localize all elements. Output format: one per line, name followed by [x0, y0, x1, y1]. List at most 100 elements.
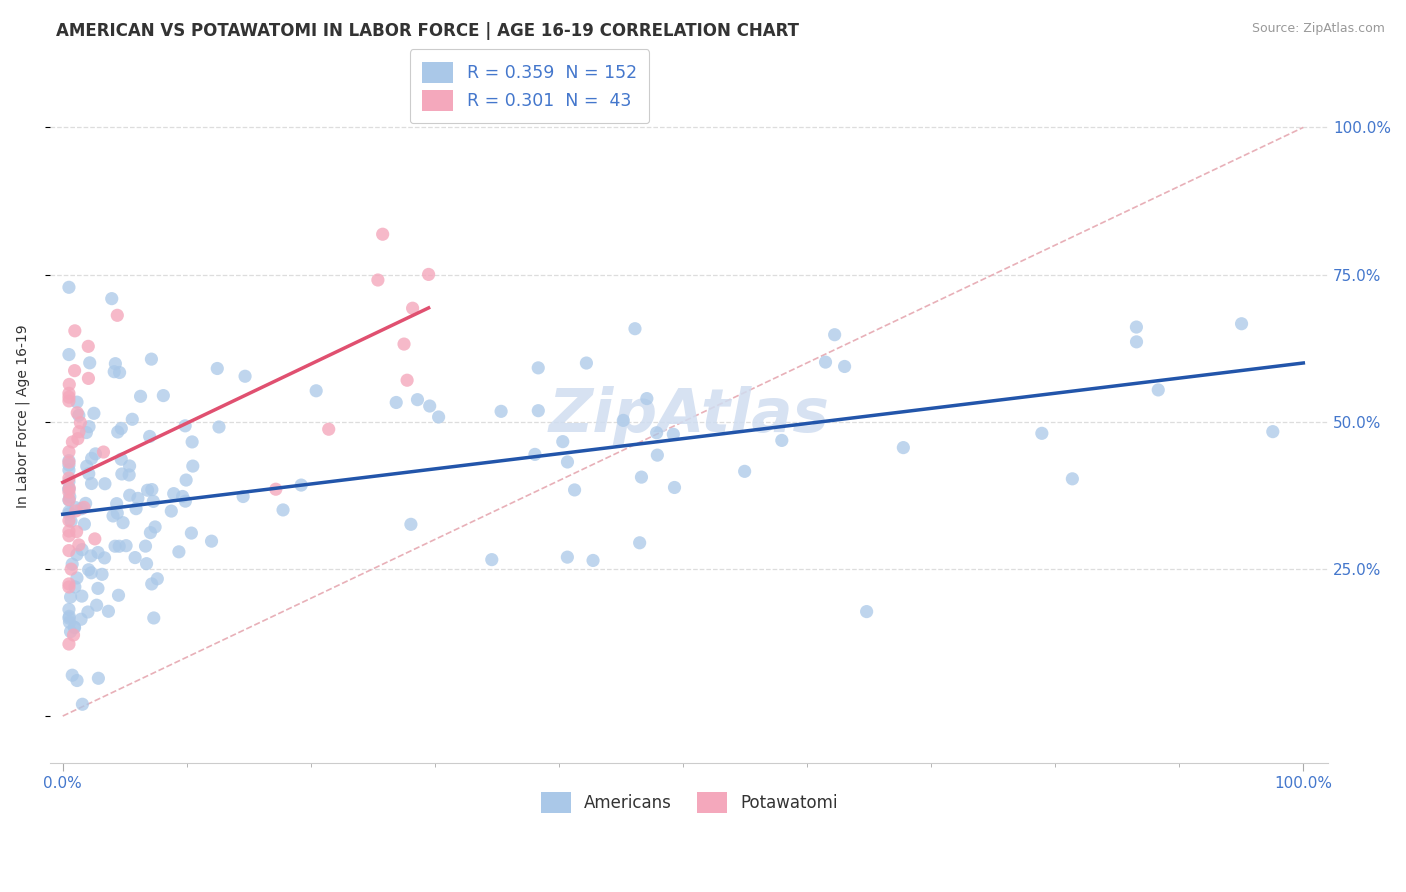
Point — [77, 563, 100, 577]
Point — [58, 280, 80, 294]
Point — [58, 482, 80, 496]
Point — [104, 357, 127, 371]
Point — [630, 470, 652, 484]
Point — [107, 588, 129, 602]
Point — [58, 577, 80, 591]
Point — [80, 476, 103, 491]
Point — [66, 432, 89, 446]
Point — [93, 550, 115, 565]
Point — [58, 611, 80, 625]
Point — [58, 505, 80, 519]
Point — [118, 467, 141, 482]
Point — [1062, 472, 1084, 486]
Point — [134, 539, 156, 553]
Point — [401, 301, 423, 316]
Point — [662, 427, 685, 442]
Point — [83, 532, 105, 546]
Point — [104, 539, 127, 553]
Point — [233, 369, 256, 384]
Point — [1125, 334, 1147, 349]
Point — [112, 516, 135, 530]
Text: AMERICAN VS POTAWATOMI IN LABOR FORCE | AGE 16-19 CORRELATION CHART: AMERICAN VS POTAWATOMI IN LABOR FORCE | … — [56, 22, 799, 40]
Point — [181, 434, 204, 449]
Point — [63, 364, 86, 378]
Point — [814, 355, 837, 369]
Point — [58, 524, 80, 538]
Point — [406, 392, 429, 407]
Point — [75, 496, 97, 510]
Point — [73, 500, 96, 515]
Point — [824, 327, 846, 342]
Point — [1261, 425, 1284, 439]
Point — [70, 589, 93, 603]
Point — [139, 525, 162, 540]
Point — [118, 488, 141, 502]
Point — [551, 434, 574, 449]
Point — [58, 485, 80, 500]
Point — [174, 418, 197, 433]
Point — [135, 557, 157, 571]
Point — [1031, 426, 1053, 441]
Point — [58, 493, 80, 508]
Point — [129, 389, 152, 403]
Point — [734, 464, 756, 478]
Point — [399, 517, 422, 532]
Point — [523, 447, 546, 461]
Point — [67, 425, 90, 439]
Point — [142, 611, 165, 625]
Point — [58, 347, 80, 361]
Point — [647, 448, 669, 462]
Point — [58, 602, 80, 616]
Point — [481, 552, 503, 566]
Point — [232, 490, 254, 504]
Point — [91, 567, 114, 582]
Point — [79, 356, 101, 370]
Point — [60, 514, 83, 528]
Point — [63, 620, 86, 634]
Point — [612, 413, 634, 427]
Point — [152, 388, 174, 402]
Point — [87, 582, 110, 596]
Point — [66, 406, 89, 420]
Point — [271, 503, 294, 517]
Point — [58, 393, 80, 408]
Point — [69, 416, 91, 430]
Point — [75, 425, 97, 440]
Point — [58, 455, 80, 469]
Point — [575, 356, 598, 370]
Point — [392, 337, 415, 351]
Point — [141, 352, 163, 367]
Point — [70, 612, 93, 626]
Point — [58, 463, 80, 477]
Point — [557, 455, 579, 469]
Point — [72, 698, 94, 712]
Point — [419, 399, 441, 413]
Point — [172, 490, 194, 504]
Point — [94, 476, 117, 491]
Point — [110, 421, 132, 435]
Point — [62, 628, 84, 642]
Y-axis label: In Labor Force | Age 16-19: In Labor Force | Age 16-19 — [15, 324, 30, 508]
Point — [180, 526, 202, 541]
Point — [1125, 320, 1147, 334]
Point — [58, 377, 80, 392]
Point — [118, 458, 141, 473]
Point — [664, 481, 686, 495]
Point — [527, 360, 550, 375]
Point — [65, 500, 87, 515]
Point — [124, 550, 146, 565]
Point — [181, 459, 204, 474]
Point — [84, 447, 107, 461]
Point — [59, 624, 82, 639]
Text: ZipAtlas: ZipAtlas — [548, 386, 830, 445]
Point — [645, 425, 668, 440]
Point — [66, 395, 89, 409]
Point — [582, 553, 605, 567]
Point — [76, 459, 98, 474]
Point — [105, 506, 128, 520]
Point — [105, 308, 128, 322]
Point — [557, 550, 579, 565]
Point — [125, 501, 148, 516]
Point — [66, 571, 89, 585]
Point — [1147, 383, 1170, 397]
